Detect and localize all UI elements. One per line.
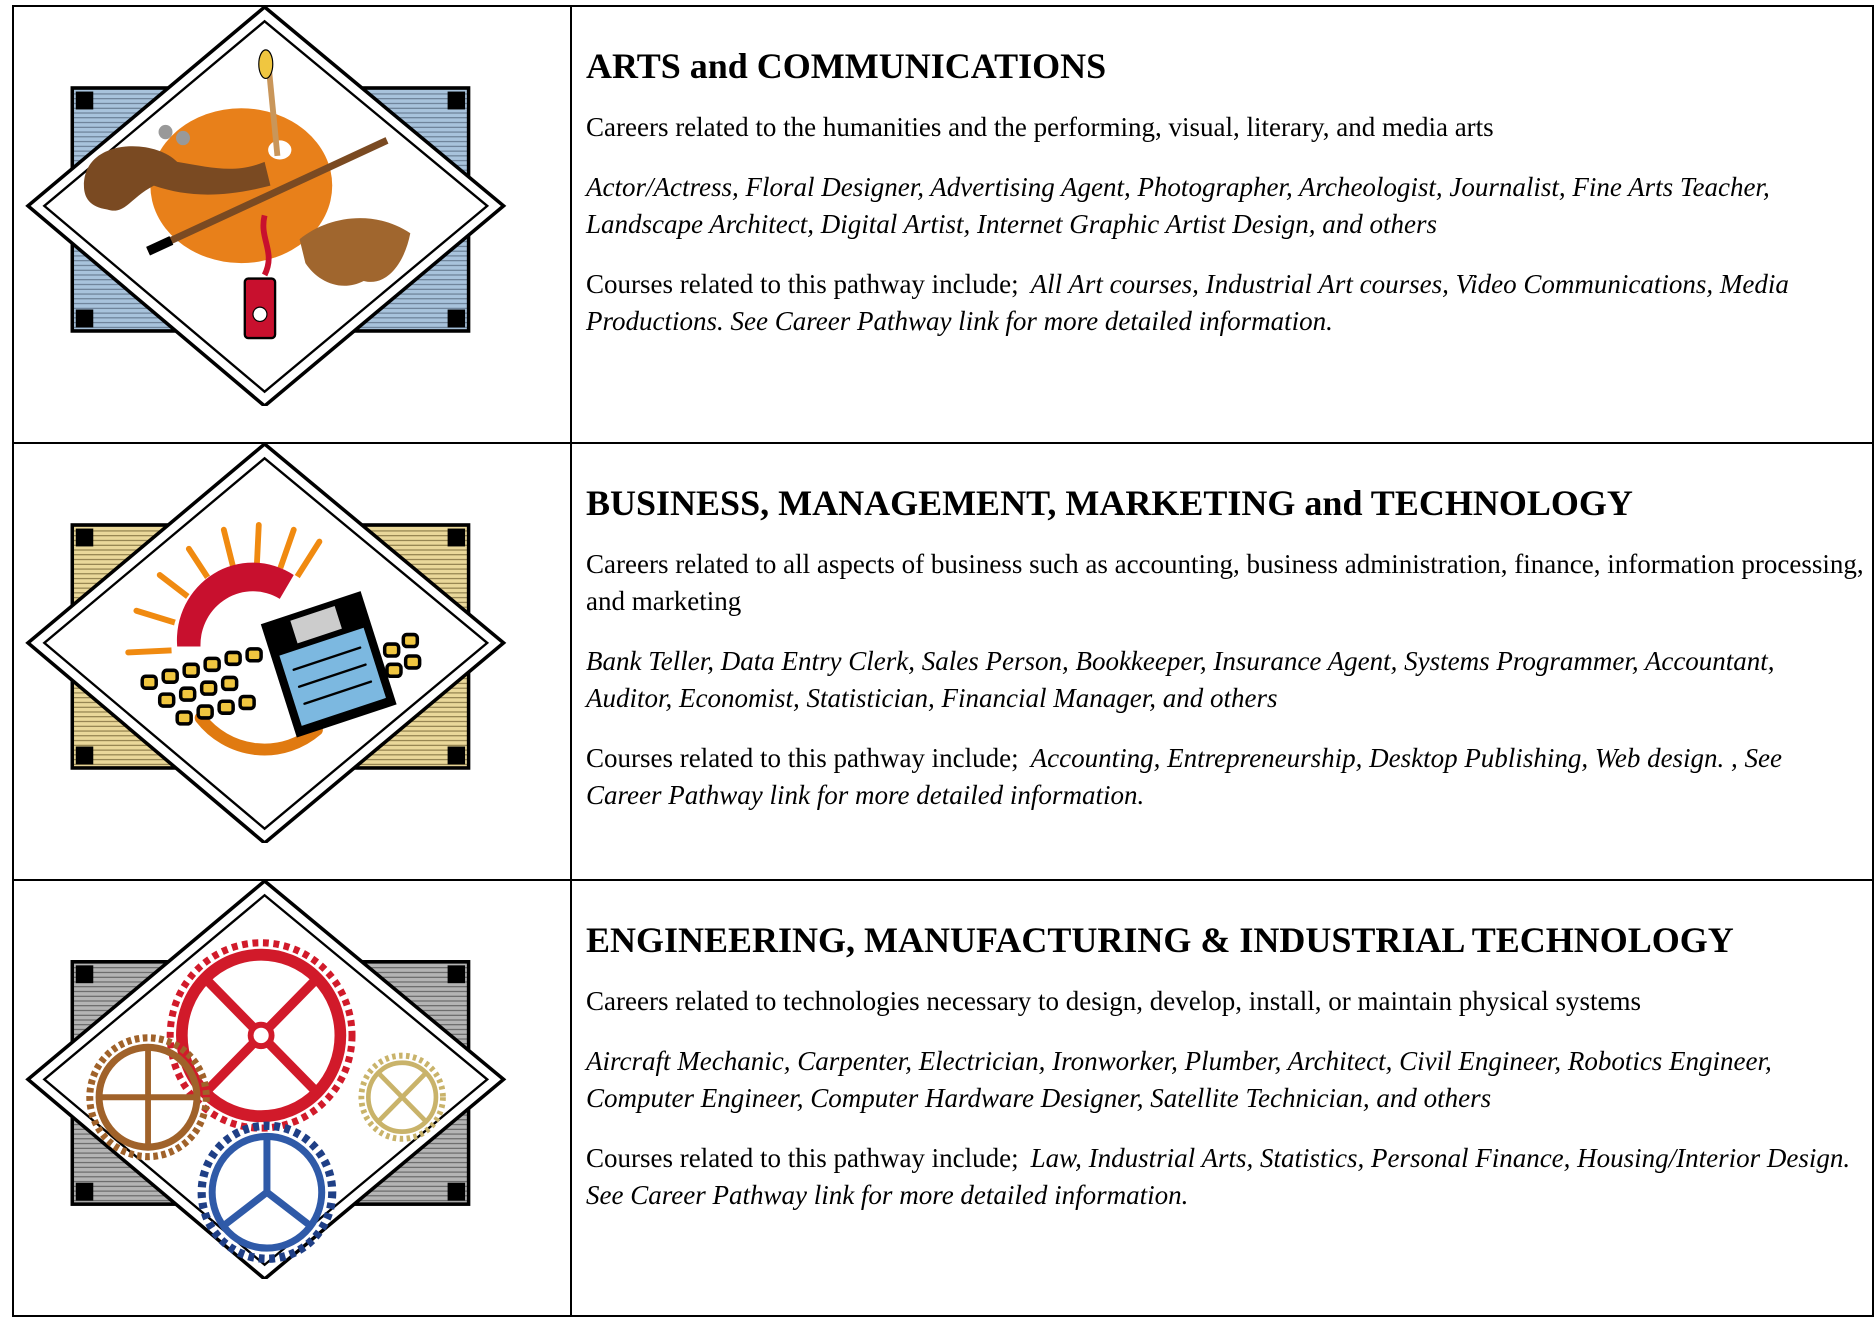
business-icon xyxy=(25,444,507,843)
business-illustration-shape-shape xyxy=(175,710,193,726)
frame-shape xyxy=(447,91,466,110)
business-illustration-shape-shape xyxy=(220,675,239,692)
pathway-description: Careers related to technologies necessar… xyxy=(586,986,1641,1016)
pathway-row: BUSINESS, MANAGEMENT, MARKETING and TECH… xyxy=(12,442,1874,881)
pathway-title: ARTS and COMMUNICATIONS xyxy=(586,46,1107,86)
business-illustration-shape xyxy=(260,591,397,738)
pathway-description: Careers related to all aspects of busine… xyxy=(586,549,1864,616)
courses-intro: Courses related to this pathway include; xyxy=(586,743,1019,773)
business-illustration-shape-shape xyxy=(178,686,197,702)
pathway-careers: Actor/Actress, Floral Designer, Advertis… xyxy=(586,172,1770,239)
icon-cell xyxy=(12,879,572,1317)
pathway-title: BUSINESS, MANAGEMENT, MARKETING and TECH… xyxy=(586,483,1633,523)
frame-shape xyxy=(75,1182,94,1201)
courses-intro: Courses related to this pathway include; xyxy=(586,269,1019,299)
icon-cell xyxy=(12,442,572,881)
business-illustration-shape xyxy=(176,562,294,647)
page: ARTS and COMMUNICATIONS Careers related … xyxy=(12,5,1874,1317)
arts-illustration-shape xyxy=(158,124,173,140)
courses-list: All Art courses, Industrial Art courses,… xyxy=(586,269,1789,336)
engineering-illustration-shape xyxy=(366,1060,439,1135)
business-illustration-shape-shape xyxy=(403,654,422,670)
pathway-table: ARTS and COMMUNICATIONS Careers related … xyxy=(12,5,1874,1317)
pathway-courses: Courses related to this pathway include;… xyxy=(586,740,1864,814)
frame-shape xyxy=(447,1182,466,1201)
arts-illustration-shape xyxy=(176,130,191,146)
frame-shape xyxy=(447,746,466,765)
pathway-courses: Courses related to this pathway include;… xyxy=(586,266,1864,340)
business-illustration-shape-shape xyxy=(385,662,403,679)
business-illustration-shape xyxy=(194,711,323,756)
business-illustration-shape-shape xyxy=(238,694,256,711)
frame-shape xyxy=(447,965,466,984)
pathway-careers: Aircraft Mechanic, Carpenter, Electricia… xyxy=(586,1046,1772,1113)
business-illustration-shape xyxy=(140,632,422,726)
arts-illustration xyxy=(83,49,411,340)
frame-shape xyxy=(75,528,94,547)
engineering-illustration-shape xyxy=(247,1021,275,1050)
business-illustration-shape-shape xyxy=(161,668,179,684)
arts-icon xyxy=(25,7,507,406)
arts-illustration-shape xyxy=(258,49,274,80)
business-illustration-shape-shape xyxy=(182,662,200,679)
business-illustration-shape-shape xyxy=(217,699,235,715)
engineering-illustration-shape xyxy=(377,1071,428,1123)
frame-shape xyxy=(447,309,466,328)
business-illustration-shape-shape xyxy=(401,632,420,649)
business-illustration-shape-shape xyxy=(199,680,218,696)
pathway-row: ARTS and COMMUNICATIONS Careers related … xyxy=(12,5,1874,444)
business-illustration-shape-shape xyxy=(382,642,401,658)
frame-shape xyxy=(75,746,94,765)
frame-shape xyxy=(25,881,507,1279)
pathway-title: ENGINEERING, MANUFACTURING & INDUSTRIAL … xyxy=(586,920,1734,960)
business-illustration-shape-shape xyxy=(303,680,373,705)
engineering-illustration-shape xyxy=(176,948,347,1123)
arts-illustration-shape xyxy=(252,306,268,323)
engineering-illustration-shape xyxy=(197,1121,337,1263)
business-illustration-shape-shape xyxy=(292,646,362,671)
arts-illustration-shape xyxy=(260,214,272,277)
courses-intro: Courses related to this pathway include; xyxy=(586,1143,1019,1173)
frame-shape xyxy=(75,91,94,110)
pathway-row: ENGINEERING, MANUFACTURING & INDUSTRIAL … xyxy=(12,879,1874,1317)
business-illustration-shape-shape xyxy=(203,656,221,673)
pathway-description: Careers related to the humanities and th… xyxy=(586,112,1494,142)
frame-shape xyxy=(42,456,490,831)
business-illustration-shape-shape xyxy=(297,663,367,688)
frame-shape xyxy=(75,965,94,984)
courses-list: Accounting, Entrepreneurship, Desktop Pu… xyxy=(586,743,1783,810)
business-illustration-shape-shape xyxy=(196,704,214,720)
frame-shape xyxy=(42,19,490,394)
frame-shape xyxy=(75,309,94,328)
pathway-courses: Courses related to this pathway include;… xyxy=(586,1140,1864,1214)
business-illustration-shape-shape xyxy=(157,692,176,708)
arts-illustration-shape xyxy=(146,137,389,255)
text-cell: ARTS and COMMUNICATIONS Careers related … xyxy=(570,5,1874,444)
pathway-careers: Bank Teller, Data Entry Clerk, Sales Per… xyxy=(586,646,1775,713)
business-illustration xyxy=(125,522,422,756)
business-illustration-shape-shape xyxy=(290,606,342,644)
arts-illustration-shape xyxy=(299,218,411,286)
business-illustration-shape-shape xyxy=(140,674,158,690)
business-illustration-shape-shape xyxy=(224,650,242,667)
engineering-icon xyxy=(25,881,507,1279)
icon-cell xyxy=(12,5,572,444)
engineering-illustration-shape xyxy=(166,939,356,1132)
arts-illustration-shape xyxy=(83,146,271,211)
arts-illustration-shape xyxy=(146,236,174,256)
text-cell: BUSINESS, MANAGEMENT, MARKETING and TECH… xyxy=(570,442,1874,881)
frame-shape xyxy=(447,528,466,547)
business-illustration-shape-shape xyxy=(245,647,263,663)
text-cell: ENGINEERING, MANUFACTURING & INDUSTRIAL … xyxy=(570,879,1874,1317)
